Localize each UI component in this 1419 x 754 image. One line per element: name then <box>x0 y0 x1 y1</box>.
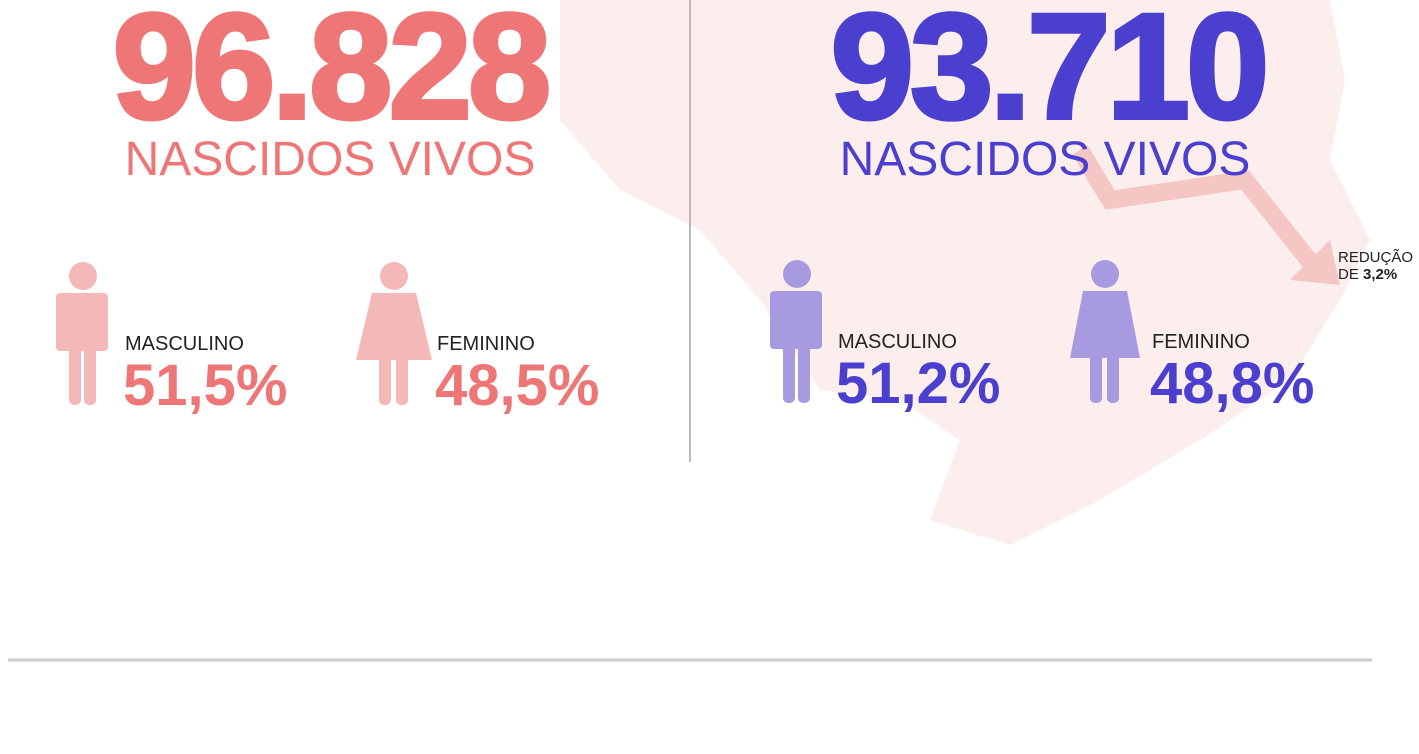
big-number: 93.710 <box>831 0 1266 150</box>
male-label: MASCULINO <box>838 331 957 353</box>
big-number: 96.828 <box>113 0 548 150</box>
trend-arrow <box>1072 145 1323 274</box>
annotation-line1: REDUÇÃO <box>1338 249 1413 266</box>
female-label: FEMININO <box>1152 331 1250 353</box>
male-value: 51,2% <box>836 351 1000 416</box>
male-icon <box>56 262 108 405</box>
female-icon <box>1070 260 1140 403</box>
male-value: 51,5% <box>123 353 287 418</box>
female-value: 48,8% <box>1150 351 1314 416</box>
caption: NASCIDOS VIVOS <box>125 133 536 186</box>
trend-arrowhead <box>1290 240 1340 285</box>
female-icon <box>356 262 432 405</box>
male-icon <box>770 260 822 403</box>
caption: NASCIDOS VIVOS <box>840 133 1251 186</box>
map-background <box>560 0 1370 545</box>
male-label: MASCULINO <box>125 333 244 355</box>
annotation-value: 3,2% <box>1363 266 1397 283</box>
annotation-line2: DE 3,2% <box>1338 266 1397 283</box>
annotation-prefix: DE <box>1338 266 1359 283</box>
female-value: 48,5% <box>435 353 599 418</box>
female-label: FEMININO <box>437 333 535 355</box>
